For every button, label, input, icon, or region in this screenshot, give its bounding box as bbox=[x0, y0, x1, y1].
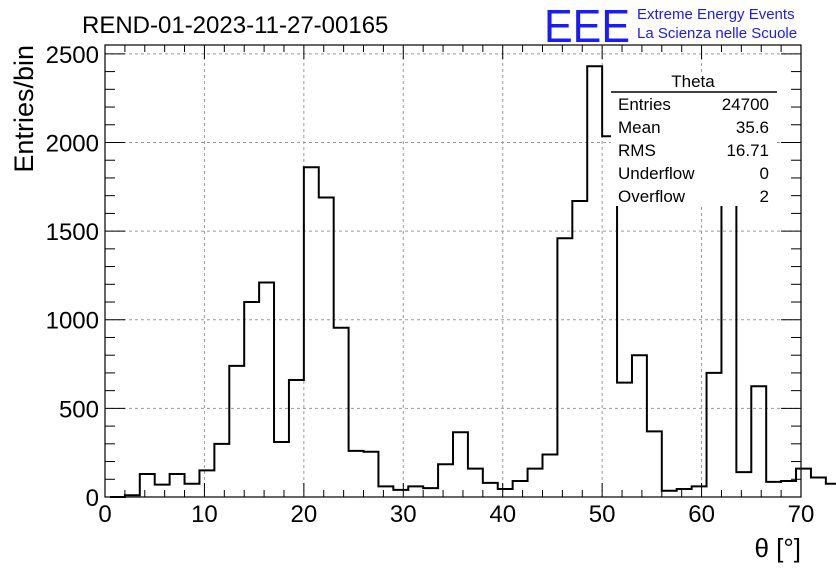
logo-text: EEE bbox=[544, 0, 630, 52]
x-tick-label: 10 bbox=[191, 501, 218, 528]
x-tick-label: 0 bbox=[98, 501, 111, 528]
stats-overflow-value: 2 bbox=[760, 187, 769, 206]
plot-frame bbox=[104, 44, 802, 498]
x-tick-label: 30 bbox=[390, 501, 417, 528]
y-tick-label: 1500 bbox=[46, 219, 99, 246]
x-tick-label: 50 bbox=[589, 501, 616, 528]
y-tick-label: 2000 bbox=[46, 130, 99, 157]
stats-underflow-label: Underflow bbox=[618, 164, 695, 183]
y-axis-label: Entries/bin bbox=[9, 45, 39, 173]
stats-underflow-value: 0 bbox=[760, 164, 769, 183]
x-tick-label: 70 bbox=[788, 501, 815, 528]
chart-title: REND-01-2023-11-27-00165 bbox=[82, 12, 388, 39]
logo-line1: Extreme Energy Events bbox=[637, 6, 795, 23]
y-tick-label: 500 bbox=[59, 396, 99, 423]
eee-logo: EEE Extreme Energy Events La Scienza nel… bbox=[544, 0, 797, 52]
histogram-line bbox=[109, 65, 836, 498]
stats-entries-label: Entries bbox=[618, 95, 671, 114]
stats-entries-value: 24700 bbox=[722, 95, 769, 114]
grid-lines bbox=[105, 45, 801, 497]
y-tick-labels: 0 500 1000 1500 2000 2500 bbox=[46, 42, 99, 512]
x-axis-label: θ [°] bbox=[754, 533, 801, 563]
stats-rms-label: RMS bbox=[618, 141, 656, 160]
x-tick-label: 40 bbox=[489, 501, 516, 528]
x-tick-labels: 0 10 20 30 40 50 60 70 bbox=[98, 501, 814, 528]
y-tick-label: 2500 bbox=[46, 42, 99, 69]
stats-mean-label: Mean bbox=[618, 118, 661, 137]
stats-box-bg bbox=[611, 74, 777, 206]
stats-title: Theta bbox=[671, 72, 715, 91]
x-tick-label: 60 bbox=[688, 501, 715, 528]
y-tick-label: 0 bbox=[86, 485, 99, 512]
stats-box: Theta Entries 24700 Mean 35.6 RMS 16.71 … bbox=[611, 72, 777, 206]
stats-overflow-label: Overflow bbox=[618, 187, 686, 206]
logo-line2: La Scienza nelle Scuole bbox=[637, 25, 797, 42]
x-tick-label: 20 bbox=[291, 501, 318, 528]
stats-mean-value: 35.6 bbox=[736, 118, 769, 137]
y-tick-label: 1000 bbox=[46, 308, 99, 335]
stats-rms-value: 16.71 bbox=[726, 141, 769, 160]
